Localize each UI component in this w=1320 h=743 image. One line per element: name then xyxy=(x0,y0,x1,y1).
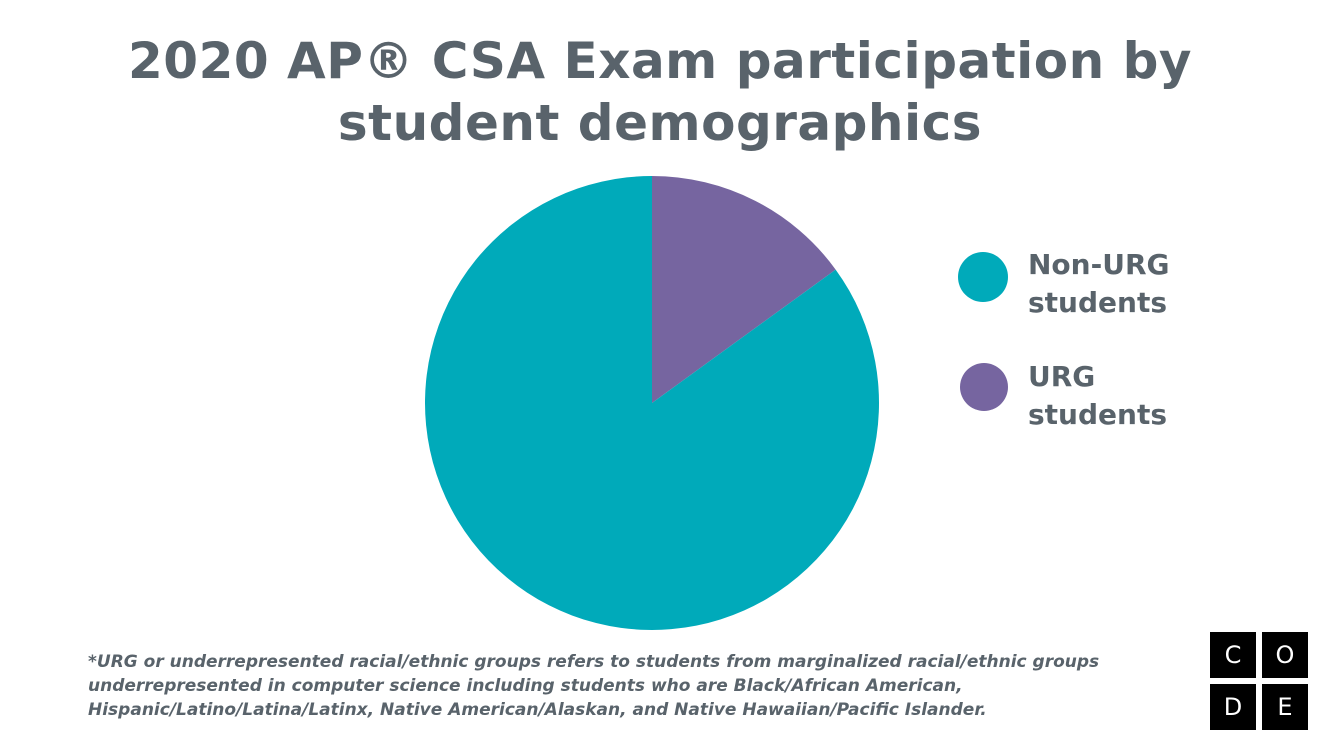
chart-title-line-1: 2020 AP® CSA Exam participation by xyxy=(127,32,1193,90)
logo-letter-d: D xyxy=(1210,684,1256,730)
footnote-line-3: Hispanic/Latino/Latina/Latinx, Native Am… xyxy=(88,700,987,720)
legend-label-non-urg-line-2: students xyxy=(1028,286,1168,319)
legend-label-non-urg-line-1: Non-URG xyxy=(1028,248,1170,281)
footnote-line-1: *URG or underrepresented racial/ethnic g… xyxy=(88,652,1100,672)
chart-title: 2020 AP® CSA Exam participation by stude… xyxy=(0,30,1320,154)
pie-slice-urg xyxy=(652,176,836,403)
code-org-logo: C O D E xyxy=(1210,632,1308,730)
legend-swatch-non-urg xyxy=(958,252,1008,302)
legend-label-non-urg: Non-URG students xyxy=(1028,246,1248,322)
logo-letter-e: E xyxy=(1262,684,1308,730)
legend-label-urg: URG students xyxy=(1028,358,1248,434)
logo-letter-c: C xyxy=(1210,632,1256,678)
legend-swatch-urg xyxy=(960,363,1008,411)
logo-letter-o: O xyxy=(1262,632,1308,678)
legend-label-urg-line-1: URG xyxy=(1028,360,1096,393)
legend-label-urg-line-2: students xyxy=(1028,398,1168,431)
pie-slice-non-urg xyxy=(424,176,879,630)
chart-title-line-2: student demographics xyxy=(337,94,983,152)
footnote: *URG or underrepresented racial/ethnic g… xyxy=(88,650,1198,722)
footnote-line-2: underrepresented in computer science inc… xyxy=(88,676,963,696)
